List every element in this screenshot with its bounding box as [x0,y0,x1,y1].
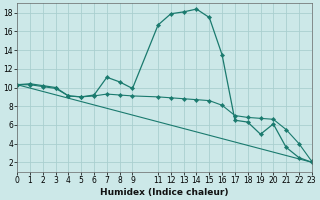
X-axis label: Humidex (Indice chaleur): Humidex (Indice chaleur) [100,188,229,197]
